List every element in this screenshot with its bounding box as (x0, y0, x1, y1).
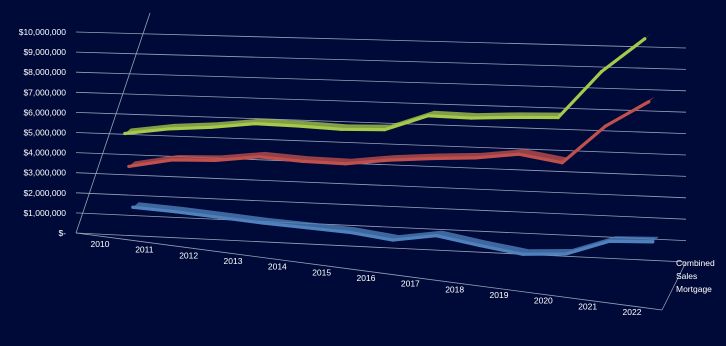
data-point (517, 152, 521, 156)
data-point (217, 215, 222, 220)
series-ribbon (128, 96, 655, 167)
data-point (521, 252, 525, 256)
data-point (343, 162, 348, 166)
data-point (257, 155, 261, 159)
data-point (513, 115, 517, 119)
data-point (434, 234, 438, 238)
series-label: Sales (676, 271, 697, 281)
data-point (127, 164, 131, 169)
y-tick-label: $5,000,000 (23, 128, 66, 138)
data-point (213, 158, 218, 162)
x-tick-label: 2018 (445, 284, 464, 294)
plot-area (123, 33, 659, 256)
x-tick-label: 2014 (268, 262, 287, 272)
data-point (599, 70, 604, 74)
data-point (556, 115, 560, 120)
gridline (75, 91, 687, 113)
data-point (131, 205, 135, 209)
floor-edge (661, 261, 687, 311)
data-point (347, 230, 352, 234)
x-tick-label: 2019 (490, 290, 509, 300)
data-point (391, 238, 395, 242)
data-point (339, 127, 344, 131)
data-point (607, 239, 612, 243)
series-ribbon (132, 202, 659, 255)
y-tick-label: $- (58, 228, 66, 238)
y-tick-label: $4,000,000 (23, 148, 66, 158)
y-tick-label: $3,000,000 (23, 168, 66, 178)
x-tick-label: 2015 (312, 267, 331, 277)
data-point (564, 252, 568, 256)
gridline (75, 31, 687, 49)
x-tick-label: 2022 (623, 307, 642, 317)
x-tick-label: 2011 (135, 245, 154, 255)
gridline (75, 152, 687, 177)
data-point (174, 210, 178, 214)
y-tick-label: $10,000,000 (19, 27, 67, 37)
axis-labels: $- $1,000,000 $2,000,000 $3,000,000 $4,000,0… (19, 27, 715, 317)
gridline (75, 112, 687, 134)
gridline (75, 172, 687, 199)
x-tick-label: 2017 (401, 279, 420, 289)
gridline (75, 232, 687, 263)
data-point (304, 226, 308, 230)
data-point (300, 159, 304, 163)
series-mortgage (131, 202, 659, 256)
series-line (124, 37, 646, 136)
data-point (209, 125, 214, 129)
data-point (261, 221, 265, 225)
y-tick-label: $2,000,000 (23, 188, 66, 198)
x-tick-label: 2013 (224, 256, 243, 266)
data-point (170, 158, 174, 162)
data-point (473, 156, 478, 160)
data-point (296, 124, 300, 128)
series-label: Mortgage (676, 284, 712, 294)
data-point (477, 243, 482, 248)
gridline (75, 192, 687, 220)
x-tick-label: 2020 (534, 296, 553, 306)
y-tick-label: $1,000,000 (23, 208, 66, 218)
data-point (123, 131, 127, 136)
gridline (75, 212, 687, 241)
gridline (75, 51, 687, 70)
depth-axis-line (75, 12, 151, 234)
data-point (387, 158, 391, 162)
y-tick-label: $9,000,000 (23, 47, 66, 57)
x-tick-label: 2016 (357, 273, 376, 283)
x-tick-label: 2012 (179, 250, 198, 260)
data-point (647, 100, 651, 104)
data-point (253, 122, 257, 126)
data-point (426, 114, 430, 118)
series-label: Combined (676, 258, 715, 268)
gridline (75, 71, 687, 92)
data-point (430, 156, 434, 161)
data-point (469, 116, 474, 120)
gridlines (75, 12, 687, 311)
series-sales (127, 96, 655, 169)
x-tick-label: 2010 (91, 239, 110, 249)
y-tick-label: $7,000,000 (23, 87, 66, 97)
data-point (166, 127, 170, 131)
data-point (651, 240, 655, 244)
y-tick-label: $8,000,000 (23, 67, 66, 77)
floor-edge (75, 232, 663, 311)
data-point (383, 128, 387, 132)
gridline (75, 132, 687, 156)
series-combined (123, 33, 651, 136)
data-point (643, 37, 647, 41)
y-tick-label: $6,000,000 (23, 107, 66, 117)
data-point (560, 161, 564, 165)
x-tick-label: 2021 (578, 301, 597, 311)
data-point (603, 124, 608, 128)
series-ribbon (124, 33, 651, 134)
